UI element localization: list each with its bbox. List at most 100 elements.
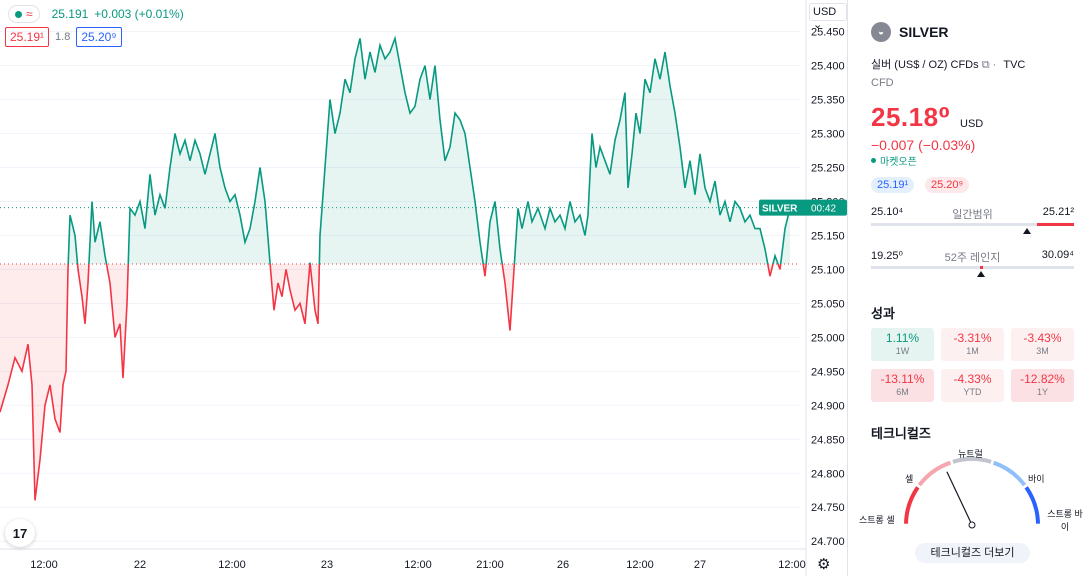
tradingview-logo-icon[interactable]: 17 [5, 519, 35, 547]
performance-cell-ytd[interactable]: -4.33% YTD [941, 369, 1004, 402]
year-range-low: 19.25⁰ [871, 250, 903, 262]
market-status: 마켓오픈 [871, 153, 917, 168]
symbol-name[interactable]: SILVER [899, 24, 949, 40]
last-price: 25.18⁰ [871, 102, 951, 132]
market-open-dot-icon [871, 158, 876, 163]
chart-area[interactable]: 25.45025.40025.35025.30025.25025.20025.1… [0, 0, 848, 576]
gauge-neutral-arc [952, 456, 992, 464]
legend-price: 25.191 [51, 7, 89, 21]
gauge-sell-arc [917, 460, 952, 487]
technicals-gauge [904, 456, 1040, 529]
bid-ask-row: 25.19¹ 1.8 25.20⁹ [5, 27, 122, 47]
gauge-needle [946, 471, 973, 526]
y-tick-label: 24.900 [811, 400, 845, 412]
y-tick-label: 25.150 [811, 230, 845, 242]
performance-cell-6m[interactable]: -13.11% 6M [871, 369, 934, 402]
gauge-buy-label: 바이 [1028, 474, 1045, 484]
x-tick-label: 26 [557, 559, 569, 571]
buy-ask-button[interactable]: 25.20⁹ [76, 27, 122, 47]
year-range-marker-icon [976, 271, 985, 277]
symbol-header: ◒ SILVER [871, 22, 949, 42]
silver-logo-icon: ◒ [871, 22, 891, 42]
gauge-sell-label: 셀 [905, 474, 914, 484]
performance-period: 1Y [1036, 387, 1048, 397]
price-currency: USD [960, 118, 984, 130]
x-tick-label: 23 [321, 559, 333, 571]
current-price-label-bg [759, 199, 847, 216]
year-range-high: 30.09⁴ [1041, 249, 1074, 261]
performance-cell-1m[interactable]: -3.31% 1M [941, 328, 1004, 361]
technicals-more-button[interactable]: 테크니컬즈 더보기 [915, 543, 1030, 563]
price-line-up [67, 35, 791, 264]
x-tick-label: 12:00 [218, 559, 246, 571]
x-tick-label: 12:00 [30, 559, 58, 571]
currency-label: USD [813, 6, 837, 18]
description-text[interactable]: 실버 (US$ / OZ) CFDs [871, 59, 979, 71]
y-tick-label: 24.700 [811, 536, 845, 548]
instrument-type: CFD [871, 77, 894, 89]
delay-wave-icon: ≈ [26, 7, 33, 21]
price-line-down [0, 263, 782, 501]
price-chart[interactable]: 25.45025.40025.35025.30025.25025.20025.1… [0, 0, 848, 576]
gauge-strong-sell-arc [904, 486, 920, 524]
exchange-name[interactable]: TVC [1003, 59, 1026, 71]
chart-legend: ≈ 25.191 +0.003 (+0.01%) [8, 5, 184, 23]
y-tick-label: 25.000 [811, 332, 845, 344]
y-tick-label: 25.400 [811, 61, 845, 73]
gauge-buy-arc [992, 460, 1027, 487]
performance-cell-3m[interactable]: -3.43% 3M [1011, 328, 1074, 361]
gear-icon[interactable]: ⚙ [817, 556, 831, 573]
panel-bid-badge[interactable]: 25.19¹ [871, 177, 915, 193]
market-open-dot-icon [15, 10, 22, 18]
chevron-down-icon: ⌄ [813, 19, 823, 31]
y-tick-label: 25.050 [811, 298, 845, 310]
x-tick-label: 12:00 [404, 559, 432, 571]
year-range-label: 52주 레인지 [944, 252, 1001, 264]
day-range-low: 25.10⁴ [871, 206, 904, 218]
market-status-text: 마켓오픈 [880, 157, 917, 168]
price-change: −0.007 (−0.03%) [871, 137, 976, 153]
gauge-neutral-label: 뉴트럴 [958, 449, 983, 459]
y-tick-label: 25.100 [811, 264, 845, 276]
x-tick-label: 12:00 [626, 559, 654, 571]
symbol-description: 실버 (US$ / OZ) CFDs ⧉ · TVC [871, 59, 1026, 71]
y-tick-label: 24.850 [811, 434, 845, 446]
y-tick-label: 24.950 [811, 366, 845, 378]
day-range-fill [1037, 223, 1074, 226]
year-range-fill [979, 266, 983, 269]
x-tick-label: 27 [694, 559, 706, 571]
performance-cell-1y[interactable]: -12.82% 1Y [1011, 369, 1074, 402]
y-tick-label: 25.350 [811, 95, 845, 107]
performance-period: YTD [963, 387, 982, 397]
currency-selector[interactable]: USD ⌄ [809, 3, 847, 31]
y-tick-label: 25.250 [811, 162, 845, 174]
current-price-symbol: SILVER [762, 204, 798, 215]
x-tick-label: 22 [134, 559, 146, 571]
current-price-countdown: 00:42 [811, 204, 836, 215]
performance-value: -3.31% [953, 331, 992, 345]
day-range-marker-icon [1023, 228, 1032, 234]
status-pill[interactable]: ≈ [8, 5, 40, 23]
y-tick-label: 25.300 [811, 129, 845, 141]
performance-title: 성과 [871, 306, 895, 321]
gauge-strong-buy-arc [1024, 486, 1040, 524]
y-tick-label: 25.450 [811, 27, 845, 39]
y-tick-label: 24.800 [811, 468, 845, 480]
performance-period: 3M [1036, 346, 1049, 356]
performance-cell-1w[interactable]: 1.11% 1W [871, 328, 934, 361]
sell-bid-button[interactable]: 25.19¹ [5, 27, 50, 47]
day-range-label: 일간범위 [952, 209, 993, 221]
technicals-title[interactable]: 테크니컬즈 [871, 426, 931, 441]
external-link-icon[interactable]: ⧉ [981, 59, 990, 71]
performance-value: -13.11% [880, 372, 925, 386]
day-range-track [871, 223, 1074, 234]
performance-value: -4.33% [953, 372, 992, 386]
performance-value: -3.43% [1023, 331, 1062, 345]
performance-value: 1.11% [885, 331, 920, 345]
panel-ask-badge[interactable]: 25.20⁹ [925, 177, 970, 193]
performance-period: 1M [966, 346, 979, 356]
x-tick-label: 12:00 [778, 559, 806, 571]
performance-period: 6M [896, 387, 909, 397]
performance-grid: 1.11% 1W -3.31% 1M -3.43% 3M -13.11% 6M -4.33% YT… [871, 328, 1074, 402]
gauge-strong-sell-label: 스트롱 셀 [859, 515, 895, 525]
